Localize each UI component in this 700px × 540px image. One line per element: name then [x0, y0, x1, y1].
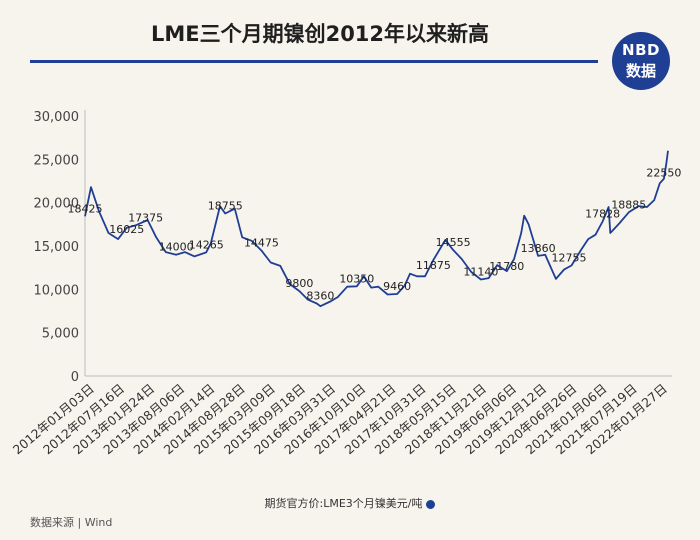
y-tick-label: 30,000 [34, 110, 80, 125]
data-label: 14265 [189, 238, 224, 251]
chart-title: LME三个月期镍创2012年以来新高 [150, 22, 490, 46]
logo-text-top: NBD [622, 41, 660, 59]
y-tick-label: 0 [71, 370, 79, 385]
series-line [84, 150, 669, 308]
data-label: 12755 [552, 251, 587, 264]
logo-text-bottom: 数据 [625, 62, 656, 80]
data-label: 14555 [436, 236, 471, 249]
legend-label: 期货官方价:LME3个月镍美元/吨 [264, 497, 423, 510]
data-label: 11780 [489, 260, 524, 273]
data-label: 14475 [244, 237, 279, 250]
y-tick-label: 25,000 [34, 153, 80, 168]
data-label: 16025 [109, 223, 144, 236]
data-label: 14000 [159, 241, 194, 254]
data-label: 17828 [585, 207, 620, 220]
data-label: 18755 [208, 199, 243, 212]
data-label: 18425 [68, 202, 103, 215]
data-label: 11875 [416, 259, 451, 272]
legend-marker [426, 499, 436, 509]
y-tick-label: 10,000 [34, 283, 80, 298]
title-underline [30, 60, 598, 63]
data-label: 10350 [339, 272, 374, 285]
source-note: 数据来源 | Wind [30, 516, 113, 529]
data-label: 11140 [463, 265, 498, 278]
legend: 期货官方价:LME3个月镍美元/吨 [0, 495, 700, 511]
data-label: 13860 [521, 242, 556, 255]
y-tick-label: 5,000 [42, 327, 79, 342]
data-label: 17375 [128, 211, 163, 224]
data-label: 22550 [646, 167, 681, 180]
data-label: 18885 [611, 198, 646, 211]
data-label: 9460 [383, 280, 411, 293]
y-tick-label: 20,000 [34, 197, 80, 212]
nbd-logo: NBD 数据 [612, 32, 670, 90]
y-tick-label: 15,000 [34, 240, 80, 255]
data-label: 8360 [306, 290, 334, 303]
data-label: 9800 [285, 277, 313, 290]
